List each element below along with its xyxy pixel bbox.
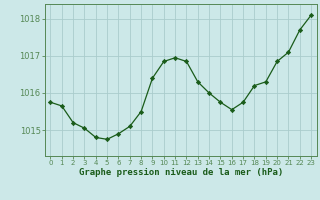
- X-axis label: Graphe pression niveau de la mer (hPa): Graphe pression niveau de la mer (hPa): [79, 168, 283, 177]
